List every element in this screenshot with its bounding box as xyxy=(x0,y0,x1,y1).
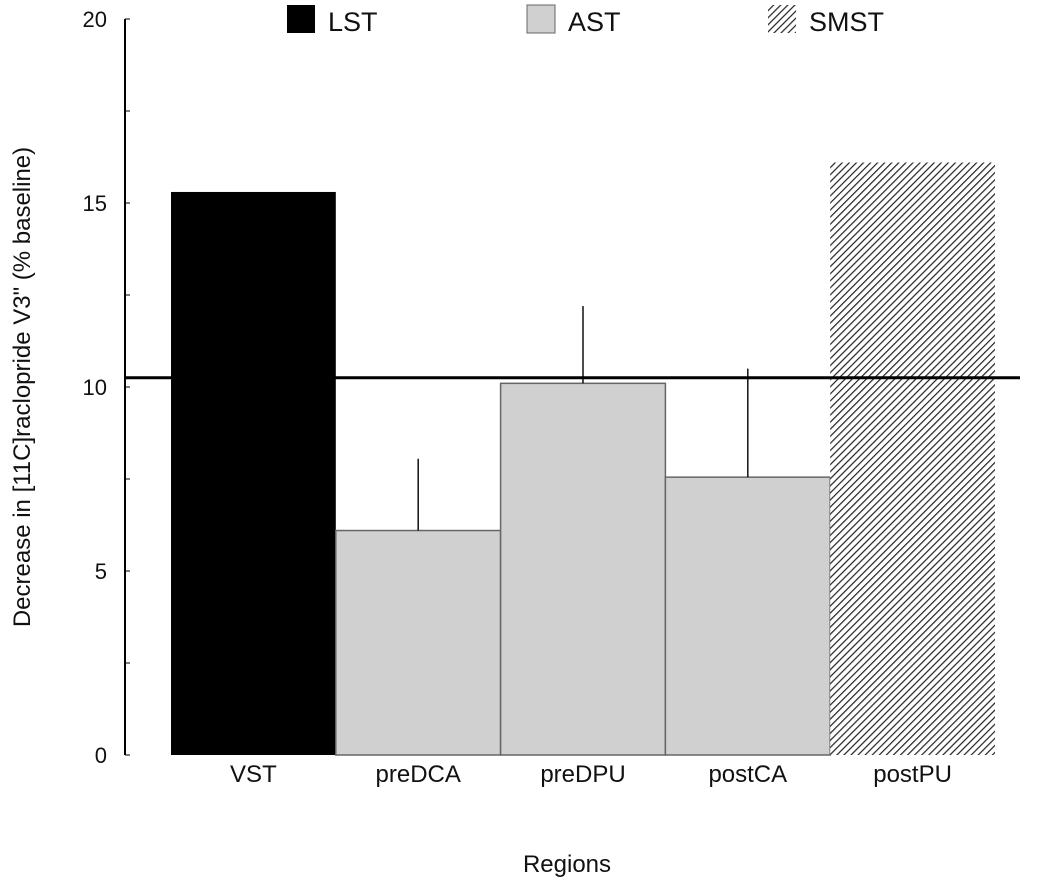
bar-postCA xyxy=(664,476,831,756)
legend-swatch-SMST xyxy=(768,5,796,33)
x-tick-label: preDCA xyxy=(376,761,461,788)
bar-preDPU xyxy=(499,382,667,756)
x-tick-label: postPU xyxy=(873,761,952,788)
y-tick-label: 5 xyxy=(95,559,107,584)
x-tick-label: postCA xyxy=(708,761,787,788)
bar-postPU xyxy=(830,162,995,755)
y-tick-label: 15 xyxy=(83,191,107,216)
bar-preDCA xyxy=(335,529,502,756)
y-tick-label: 10 xyxy=(83,375,107,400)
x-axis-label: Regions xyxy=(523,851,611,878)
legend-label: LST xyxy=(328,7,378,37)
x-tick-label: VST xyxy=(230,761,277,788)
legend-label: SMST xyxy=(809,7,884,37)
legend-swatch-LST xyxy=(287,5,315,33)
legend-swatch-AST xyxy=(526,4,556,34)
bar-VST xyxy=(171,191,336,755)
legend-label: AST xyxy=(568,7,621,37)
y-tick-label: 0 xyxy=(95,743,107,768)
y-tick-label: 20 xyxy=(83,7,107,32)
y-axis-label: Decrease in [11C]raclopride V3" (% basel… xyxy=(9,147,36,627)
x-tick-label: preDPU xyxy=(540,761,625,788)
